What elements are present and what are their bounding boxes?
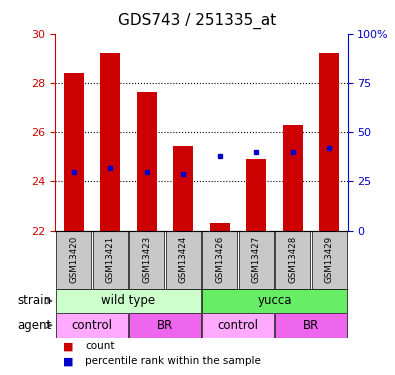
Bar — [312, 231, 347, 289]
Text: GSM13426: GSM13426 — [215, 236, 224, 284]
Text: GSM13421: GSM13421 — [105, 236, 115, 284]
Bar — [137, 92, 157, 231]
Bar — [202, 289, 347, 313]
Bar — [92, 231, 128, 289]
Text: wild type: wild type — [101, 294, 156, 307]
Text: agent: agent — [17, 319, 51, 332]
Bar — [283, 125, 303, 231]
Text: GSM13428: GSM13428 — [288, 236, 297, 284]
Text: BR: BR — [157, 319, 173, 332]
Bar — [319, 54, 339, 231]
Text: yucca: yucca — [257, 294, 292, 307]
Text: control: control — [218, 319, 258, 332]
Text: GSM13420: GSM13420 — [69, 236, 78, 284]
Text: GSM13429: GSM13429 — [325, 236, 334, 283]
Bar — [202, 313, 274, 338]
Bar — [275, 231, 310, 289]
Bar — [129, 231, 164, 289]
Text: GSM13424: GSM13424 — [179, 236, 188, 284]
Text: GDS743 / 251335_at: GDS743 / 251335_at — [118, 13, 276, 29]
Text: control: control — [71, 319, 112, 332]
Bar — [166, 231, 201, 289]
Bar — [246, 159, 266, 231]
Text: strain: strain — [17, 294, 51, 307]
Bar — [56, 231, 91, 289]
Bar — [129, 313, 201, 338]
Bar — [210, 223, 230, 231]
Bar — [56, 289, 201, 313]
Bar — [202, 231, 237, 289]
Text: BR: BR — [303, 319, 319, 332]
Bar — [275, 313, 347, 338]
Bar — [173, 146, 193, 231]
Bar — [56, 313, 128, 338]
Bar — [239, 231, 274, 289]
Text: GSM13427: GSM13427 — [252, 236, 261, 284]
Bar — [100, 54, 120, 231]
Text: ■: ■ — [63, 356, 74, 366]
Text: GSM13423: GSM13423 — [142, 236, 151, 284]
Text: count: count — [85, 341, 115, 351]
Bar — [64, 73, 84, 231]
Text: ■: ■ — [63, 341, 74, 351]
Text: percentile rank within the sample: percentile rank within the sample — [85, 356, 261, 366]
